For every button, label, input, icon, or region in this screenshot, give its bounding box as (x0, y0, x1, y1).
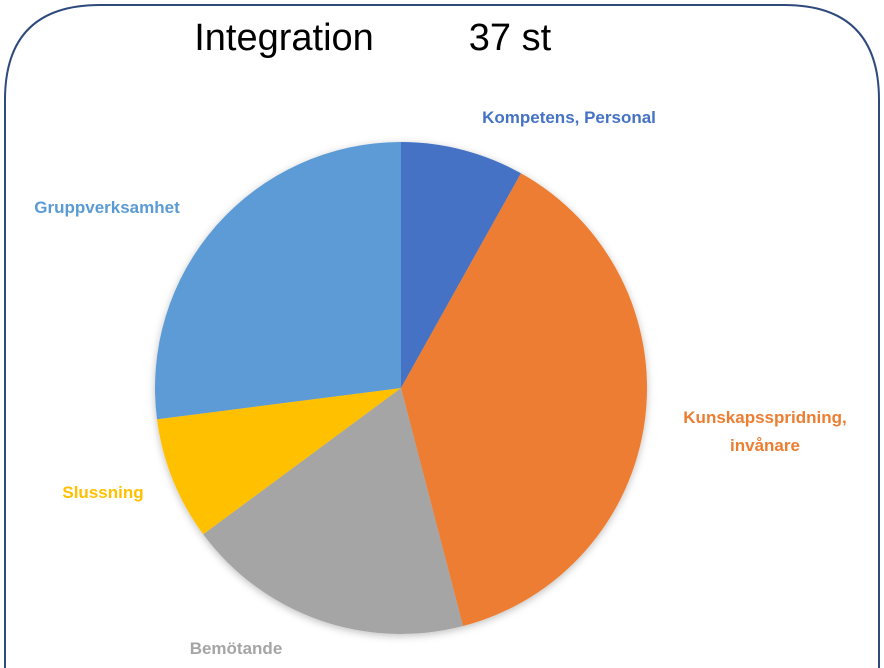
pie-slice (156, 388, 401, 535)
chart-subtitle: 37 st (469, 17, 552, 59)
pie-slice (203, 388, 463, 635)
pie (155, 142, 647, 635)
pie-slice (401, 173, 647, 627)
slice-label: Slussning (62, 483, 144, 502)
frame (4, 4, 880, 668)
slice-label: Gruppverksamhet (34, 198, 180, 217)
chart-title: Integration (194, 17, 374, 59)
pie-slice (401, 142, 521, 388)
slice-label: Bemötande (189, 639, 283, 658)
pie-slice (155, 142, 401, 420)
slice-label: Kunskapsspridning, invånare (683, 408, 847, 455)
slice-label: Kompetens, Personal (482, 108, 656, 127)
